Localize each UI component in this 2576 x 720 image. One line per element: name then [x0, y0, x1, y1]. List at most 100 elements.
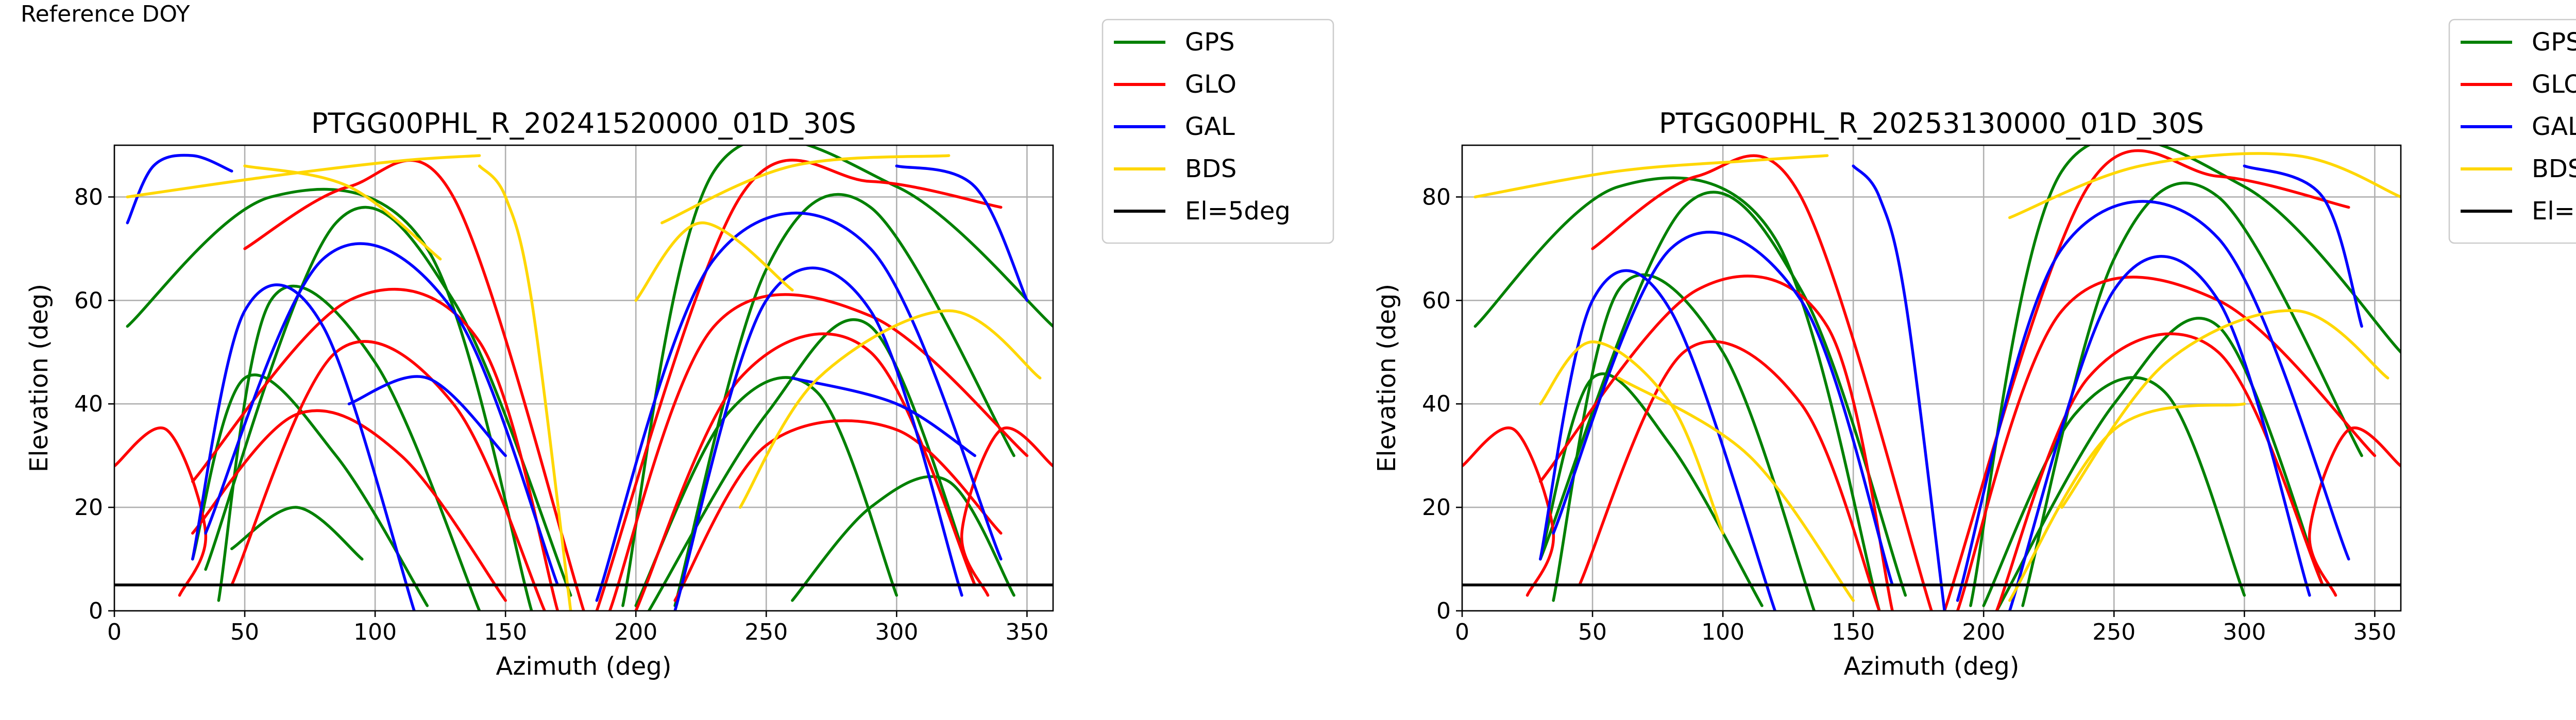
- y-tick-label: 20: [1422, 494, 1451, 521]
- axes-frame: [113, 144, 1054, 612]
- y-tick-label: 80: [74, 184, 103, 210]
- series-bds-track: [2060, 309, 2389, 509]
- x-axis-label: Azimuth (deg): [1844, 652, 2020, 681]
- x-tick-label: 50: [230, 619, 259, 645]
- legend-label: GAL: [2532, 112, 2576, 141]
- x-tick-label: 150: [1832, 619, 1875, 645]
- series-bds-track: [660, 154, 951, 225]
- series-gal-track: [895, 164, 1029, 302]
- series-gps-track: [126, 187, 533, 611]
- x-tick-label: 50: [1578, 619, 1607, 645]
- series-bds-track: [2008, 402, 2246, 602]
- x-tick-label: 200: [1962, 619, 2005, 645]
- series-gal-track: [126, 153, 233, 225]
- series-glo-track: [1956, 276, 2377, 611]
- series-bds-track: [634, 221, 794, 302]
- legend-label: GAL: [1185, 112, 1235, 141]
- series-glo-track: [2308, 426, 2401, 597]
- series-gal-track: [673, 266, 963, 611]
- legend-label: GPS: [2532, 28, 2576, 57]
- x-tick-label: 350: [1005, 619, 1048, 645]
- legend-box: [2448, 19, 2576, 244]
- series-glo-track: [1591, 154, 1933, 611]
- series-gps-track: [191, 373, 429, 607]
- legend-label: BDS: [2532, 155, 2576, 183]
- series-gal-track: [1539, 269, 1777, 611]
- y-tick-label: 0: [1436, 598, 1451, 624]
- series-glo-track: [114, 426, 207, 597]
- reference-doy-label: Reference DOY: [21, 1, 190, 27]
- series-bds-track: [1539, 340, 1724, 535]
- chart-title: PTGG00PHL_R_20241520000_01D_30S: [311, 107, 856, 140]
- y-tick-label: 60: [74, 287, 103, 314]
- series-gps-track: [1995, 317, 2324, 611]
- series-gps-track: [673, 193, 1015, 607]
- series-glo-track: [230, 340, 546, 611]
- x-tick-label: 150: [484, 619, 527, 645]
- series-gal-track: [1956, 200, 2350, 602]
- series-glo-track: [1943, 149, 2350, 611]
- series-gps-track: [1982, 376, 2246, 607]
- series-glo-track: [634, 332, 976, 611]
- y-axis-label: Elevation (deg): [25, 284, 54, 472]
- y-tick-label: 40: [1422, 391, 1451, 417]
- series-gps-track: [230, 506, 364, 561]
- series-gal-track: [595, 211, 1003, 602]
- series-glo-track: [1578, 340, 1881, 611]
- series-gal-track: [191, 283, 416, 611]
- y-tick-label: 80: [1422, 184, 1451, 210]
- chart-title: PTGG00PHL_R_20253130000_01D_30S: [1659, 107, 2204, 140]
- series-gal-track: [1552, 231, 1894, 587]
- series-gps-track: [791, 475, 1015, 602]
- series-gal-track: [204, 242, 560, 587]
- legend-label: GLO: [1185, 70, 1236, 99]
- legend-box: [1101, 19, 1334, 244]
- series-bds-track: [126, 154, 481, 199]
- series-glo-track: [960, 426, 1053, 597]
- series-bds-track: [478, 164, 572, 611]
- series-gps-track: [1539, 372, 1764, 607]
- series-bds-track: [1617, 376, 1855, 602]
- y-axis-label: Elevation (deg): [1372, 284, 1401, 472]
- series-glo-track: [595, 159, 1003, 611]
- legend-label: El=5deg: [2532, 197, 2576, 226]
- chart-2: 0 50 100 150 200 250 300 350 0 20 40 60 80 PTGG00PHL_…: [1372, 19, 2576, 681]
- series-gps-track: [1473, 176, 1881, 611]
- series-glo-track: [608, 293, 1029, 611]
- axes-frame: [1461, 144, 2402, 612]
- series-gps-track: [647, 318, 976, 611]
- x-tick-label: 300: [875, 619, 918, 645]
- series-glo-track: [191, 409, 507, 602]
- series-bds-track: [1473, 154, 1829, 199]
- series-bds-track: [2008, 152, 2401, 219]
- x-tick-label: 250: [2092, 619, 2136, 645]
- plot-area: [1462, 145, 2401, 611]
- y-tick-label: 60: [1422, 287, 1451, 314]
- x-tick-label: 100: [353, 619, 397, 645]
- series-gal-track: [2008, 255, 2311, 611]
- y-tick-label: 40: [74, 391, 103, 417]
- series-gal-track: [2243, 164, 2363, 328]
- legend: GPS GLO GAL BDS El=5deg: [1101, 19, 1334, 244]
- series-gps-track: [2021, 181, 2363, 607]
- x-tick-label: 200: [614, 619, 657, 645]
- series-bds-track: [243, 164, 442, 261]
- legend: GPS GLO GAL BDS El=5deg: [2448, 19, 2576, 244]
- x-tick-label: 300: [2223, 619, 2266, 645]
- x-tick-label: 0: [107, 619, 122, 645]
- series-bds-track: [738, 309, 1042, 509]
- series-glo-track: [243, 159, 585, 611]
- series-glo-track: [191, 287, 560, 611]
- y-tick-label: 0: [89, 598, 103, 624]
- series-gal-track: [1852, 164, 1946, 611]
- x-tick-label: 250: [744, 619, 788, 645]
- series-glo-track: [1995, 332, 2324, 611]
- y-tick-label: 20: [74, 494, 103, 521]
- series-gal-track: [791, 376, 976, 457]
- series-glo-track: [1462, 426, 1555, 597]
- legend-label: GPS: [1185, 28, 1235, 57]
- legend-label: BDS: [1185, 155, 1236, 183]
- chart-1: 0 50 100 150 200 250 300 350 0 20 40 60 80 PTGG00PHL_…: [25, 19, 1334, 681]
- plot-area: [114, 145, 1053, 611]
